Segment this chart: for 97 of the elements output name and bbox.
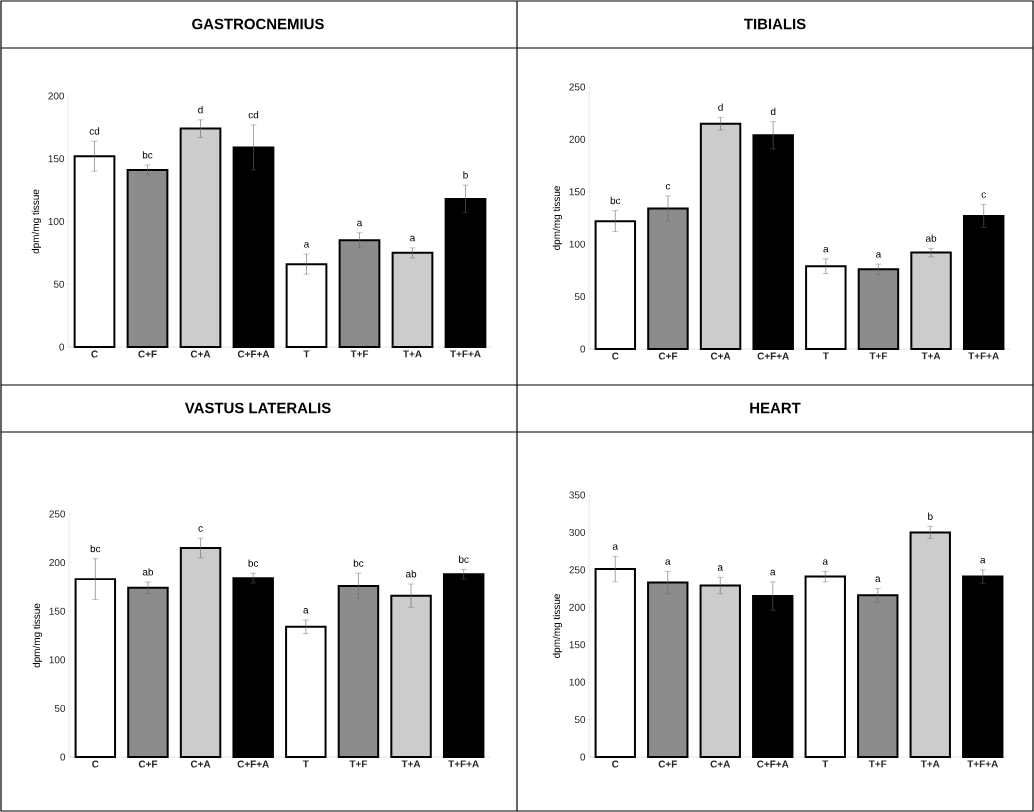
data-label: d [770, 107, 776, 116]
y-tick-label: 250 [569, 83, 586, 91]
y-tick-label: 150 [569, 641, 586, 649]
data-label: cd [248, 111, 259, 119]
x-tick-label: T+F [349, 760, 368, 768]
x-tick-label: C [91, 350, 98, 358]
data-label: a [980, 557, 986, 564]
y-tick-label: 0 [59, 343, 65, 351]
y-tick-label: 0 [580, 753, 586, 761]
x-tick-label: T+F+A [448, 760, 479, 768]
y-tick-label: 200 [569, 603, 586, 611]
data-label: a [357, 220, 363, 227]
data-label: a [303, 607, 309, 614]
data-label: bc [353, 559, 364, 567]
data-label: d [718, 103, 723, 111]
x-tick-label: C+F+A [237, 350, 270, 358]
x-tick-label: C+A [710, 352, 731, 360]
x-tick-label: T+F+A [968, 352, 999, 360]
x-tick-label: T [822, 352, 829, 360]
data-label: a [822, 559, 829, 565]
y-tick-label: 200 [49, 559, 66, 567]
data-label: b [463, 171, 468, 179]
data-label: c [665, 184, 671, 190]
data-label: a [304, 242, 310, 248]
x-tick-label: T+A [403, 350, 422, 358]
x-tick-label: T+A [921, 352, 941, 360]
y-tick-label: 350 [569, 491, 586, 499]
x-tick-label: T [822, 760, 829, 768]
y-tick-label: 200 [569, 135, 586, 143]
y-tick-label: 250 [49, 510, 66, 518]
x-tick-label: C [92, 760, 99, 768]
data-label: bc [459, 555, 469, 563]
y-tick-label: 300 [569, 528, 586, 536]
data-label: a [612, 544, 619, 550]
data-label: c [981, 192, 986, 198]
data-label: a [770, 569, 776, 576]
data-label: c [198, 526, 203, 532]
data-label: bc [142, 151, 153, 159]
y-tick-label: 150 [569, 188, 586, 196]
data-label: a [875, 576, 881, 583]
data-label: cd [89, 127, 100, 135]
x-tick-label: T [303, 350, 310, 358]
x-tick-label: T [302, 760, 309, 768]
y-tick-label: 250 [569, 566, 586, 574]
x-tick-label: T+F+A [450, 350, 481, 358]
data-label: ab [405, 570, 417, 578]
x-tick-label: T+F [869, 352, 888, 360]
data-label: bc [248, 559, 259, 567]
x-tick-label: C+F+A [237, 760, 269, 768]
y-axis-title: dpm/mg tissue [552, 594, 563, 658]
y-axis-title: dpm/mg tissue [31, 189, 42, 254]
x-tick-label: C+A [190, 350, 211, 358]
x-tick-label: T+F [868, 760, 887, 768]
data-label: a [717, 565, 724, 571]
chart-title: HEART [750, 402, 801, 414]
x-tick-label: T+A [920, 760, 940, 768]
x-tick-label: C+F+A [757, 352, 789, 360]
x-tick-label: C+F [658, 760, 677, 768]
x-tick-label: T+A [401, 760, 421, 768]
x-tick-label: T+F [350, 350, 369, 358]
x-tick-label: T+F+A [967, 760, 998, 768]
data-label: bc [90, 544, 101, 553]
y-axis-title: dpm/mg tissue [32, 603, 43, 668]
y-axis-title: dpm/mg tissue [552, 186, 563, 250]
x-tick-label: C+A [190, 760, 211, 768]
y-tick-label: 100 [569, 678, 586, 686]
chart-title: TIBIALIS [744, 18, 806, 30]
y-tick-label: 100 [48, 217, 65, 226]
x-tick-label: C+A [710, 760, 731, 768]
y-tick-label: 50 [574, 716, 586, 724]
y-tick-label: 100 [569, 240, 586, 248]
y-tick-label: 150 [49, 607, 66, 615]
y-tick-label: 50 [574, 293, 586, 301]
data-label: ab [925, 234, 937, 242]
x-tick-label: C [612, 760, 619, 768]
y-tick-label: 0 [60, 753, 66, 761]
chart-title: GASTROCNEMIUS [192, 18, 324, 30]
y-tick-label: 100 [49, 656, 66, 664]
chart-title: VASTUS LATERALIS [184, 402, 331, 414]
data-label: a [823, 246, 829, 253]
y-tick-label: 50 [53, 280, 65, 288]
data-label: a [665, 559, 671, 565]
data-label: d [198, 106, 203, 114]
data-label: a [410, 235, 416, 242]
data-label: ab [142, 568, 154, 576]
x-tick-label: C+F+A [757, 760, 789, 768]
x-tick-label: C [612, 352, 619, 360]
data-label: b [928, 512, 933, 520]
x-tick-label: C+F [658, 352, 678, 360]
y-tick-label: 200 [48, 92, 65, 100]
y-tick-label: 50 [54, 704, 66, 712]
data-label: bc [610, 196, 621, 205]
y-tick-label: 150 [48, 155, 65, 163]
x-tick-label: C+F [138, 760, 158, 768]
data-label: a [876, 252, 882, 258]
x-tick-label: C+F [138, 350, 157, 358]
y-tick-label: 0 [580, 345, 586, 353]
